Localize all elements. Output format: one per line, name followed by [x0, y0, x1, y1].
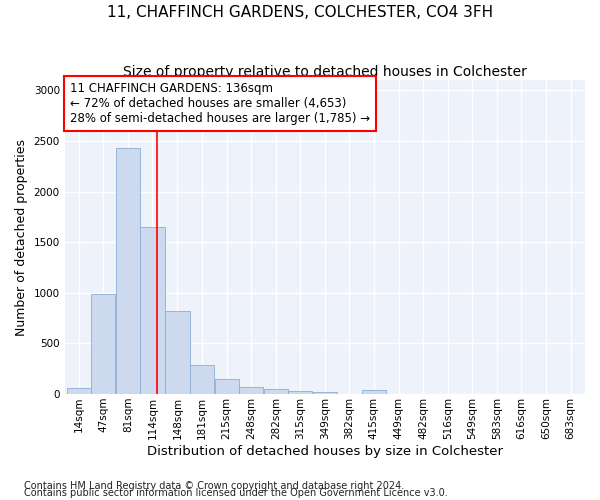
Bar — [288, 391, 313, 394]
Bar — [190, 364, 214, 394]
Title: Size of property relative to detached houses in Colchester: Size of property relative to detached ho… — [123, 65, 527, 79]
Bar — [313, 392, 337, 394]
X-axis label: Distribution of detached houses by size in Colchester: Distribution of detached houses by size … — [147, 444, 503, 458]
Text: 11, CHAFFINCH GARDENS, COLCHESTER, CO4 3FH: 11, CHAFFINCH GARDENS, COLCHESTER, CO4 3… — [107, 5, 493, 20]
Text: Contains public sector information licensed under the Open Government Licence v3: Contains public sector information licen… — [24, 488, 448, 498]
Y-axis label: Number of detached properties: Number of detached properties — [15, 138, 28, 336]
Text: 11 CHAFFINCH GARDENS: 136sqm
← 72% of detached houses are smaller (4,653)
28% of: 11 CHAFFINCH GARDENS: 136sqm ← 72% of de… — [70, 82, 370, 124]
Bar — [91, 294, 115, 394]
Bar — [239, 388, 263, 394]
Text: Contains HM Land Registry data © Crown copyright and database right 2024.: Contains HM Land Registry data © Crown c… — [24, 481, 404, 491]
Bar — [166, 311, 190, 394]
Bar — [362, 390, 386, 394]
Bar — [116, 148, 140, 394]
Bar — [140, 227, 164, 394]
Bar — [264, 390, 288, 394]
Bar — [67, 388, 91, 394]
Bar — [215, 379, 239, 394]
